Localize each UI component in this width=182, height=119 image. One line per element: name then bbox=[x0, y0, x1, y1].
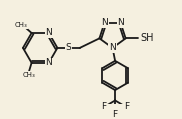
Text: S: S bbox=[66, 43, 72, 52]
Text: F: F bbox=[124, 102, 129, 111]
Text: N: N bbox=[117, 18, 124, 27]
Text: CH₃: CH₃ bbox=[15, 22, 28, 28]
Text: CH₃: CH₃ bbox=[23, 72, 35, 78]
Text: N: N bbox=[101, 18, 108, 27]
Text: N: N bbox=[46, 28, 52, 37]
Text: F: F bbox=[101, 102, 106, 111]
Text: F: F bbox=[112, 110, 118, 119]
Text: N: N bbox=[109, 43, 116, 52]
Text: N: N bbox=[46, 58, 52, 67]
Text: SH: SH bbox=[140, 33, 154, 43]
